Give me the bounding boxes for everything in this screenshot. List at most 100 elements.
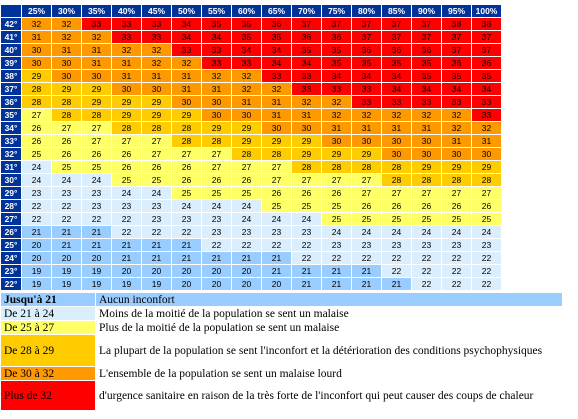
legend-row: De 25 à 27 Plus de la moitié de la popula…	[0, 320, 563, 335]
value-cell: 28	[381, 160, 412, 174]
legend-row: Plus de 32 d'urgence sanitaire en raison …	[0, 380, 563, 411]
value-cell: 31	[81, 43, 112, 57]
value-cell: 32	[471, 121, 502, 135]
row-header: 39°	[0, 56, 22, 70]
value-cell: 29	[411, 160, 442, 174]
value-cell: 33	[111, 30, 142, 44]
value-cell: 19	[141, 277, 172, 291]
column-header: 45%	[141, 4, 172, 18]
value-cell: 35	[291, 43, 322, 57]
table-row: 29° 23 23 23 24 24 25 25 25 26 26 26 27 27 27 27 27	[0, 186, 502, 200]
value-cell: 20	[141, 264, 172, 278]
legend-label: De 28 à 29	[0, 334, 96, 367]
value-cell: 29	[351, 147, 382, 161]
value-cell: 34	[261, 56, 292, 70]
table-row: 42° 32 32 33 33 33 34 35 35 36 37 37 37 37 37 38 38	[0, 17, 502, 31]
value-cell: 37	[441, 43, 472, 57]
value-cell: 35	[321, 56, 352, 70]
row-header: 25°	[0, 238, 22, 252]
value-cell: 31	[141, 69, 172, 83]
column-header: 85%	[381, 4, 412, 18]
value-cell: 36	[411, 43, 442, 57]
value-cell: 24	[51, 173, 82, 187]
value-cell: 27	[351, 186, 382, 200]
value-cell: 31	[261, 95, 292, 109]
value-cell: 31	[411, 121, 442, 135]
value-cell: 25	[411, 212, 442, 226]
table-row: 27° 22 22 22 22 23 23 23 24 24 24 25 25 25 25 25 25	[0, 212, 502, 226]
value-cell: 28	[141, 121, 172, 135]
value-cell: 24	[441, 225, 472, 239]
value-cell: 34	[441, 82, 472, 96]
value-cell: 31	[171, 82, 202, 96]
value-cell: 32	[111, 43, 142, 57]
value-cell: 19	[51, 264, 82, 278]
value-cell: 37	[351, 17, 382, 31]
value-cell: 26	[51, 147, 82, 161]
value-cell: 30	[291, 121, 322, 135]
value-cell: 22	[381, 264, 412, 278]
value-cell: 36	[471, 56, 502, 70]
value-cell: 24	[231, 199, 262, 213]
value-cell: 29	[231, 134, 262, 148]
value-cell: 37	[321, 17, 352, 31]
value-cell: 23	[171, 212, 202, 226]
table-row: 23° 19 19 19 20 20 20 20 20 21 21 21 21 22 22 22 22	[0, 264, 502, 278]
value-cell: 28	[201, 134, 232, 148]
value-cell: 23	[381, 238, 412, 252]
value-cell: 25	[351, 212, 382, 226]
value-cell: 34	[171, 17, 202, 31]
value-cell: 23	[291, 225, 322, 239]
value-cell: 21	[51, 238, 82, 252]
table-row: 32° 25 26 26 26 27 27 27 28 28 29 29 29 30 30 30 30	[0, 147, 502, 161]
row-header: 29°	[0, 186, 22, 200]
value-cell: 29	[441, 160, 472, 174]
value-cell: 31	[381, 121, 412, 135]
value-cell: 37	[471, 30, 502, 44]
legend-row: De 30 à 32 L'ensemble de la population se…	[0, 366, 563, 381]
value-cell: 27	[201, 160, 232, 174]
value-cell: 23	[351, 238, 382, 252]
value-cell: 29	[471, 160, 502, 174]
value-cell: 21	[351, 277, 382, 291]
value-cell: 32	[171, 56, 202, 70]
value-cell: 35	[231, 30, 262, 44]
value-cell: 24	[171, 199, 202, 213]
value-cell: 22	[471, 251, 502, 265]
value-cell: 28	[81, 108, 112, 122]
value-cell: 22	[51, 199, 82, 213]
value-cell: 19	[21, 264, 52, 278]
value-cell: 22	[291, 251, 322, 265]
value-cell: 31	[291, 108, 322, 122]
value-cell: 22	[21, 199, 52, 213]
table-row: 38° 29 30 30 31 31 31 32 32 33 33 34 34 34 35 35 35	[0, 69, 502, 83]
row-header: 24°	[0, 251, 22, 265]
value-cell: 28	[321, 160, 352, 174]
value-cell: 21	[261, 264, 292, 278]
value-cell: 21	[171, 238, 202, 252]
value-cell: 30	[21, 56, 52, 70]
value-cell: 26	[21, 134, 52, 148]
value-cell: 29	[141, 95, 172, 109]
header-row: 25% 30% 35% 40% 45% 50% 55% 60% 65% 70% 75% 80% 85% 9…	[0, 4, 502, 18]
value-cell: 21	[111, 251, 142, 265]
table-row: 26° 21 21 21 22 22 22 23 23 23 23 24 24 24 24 24 24	[0, 225, 502, 239]
value-cell: 33	[261, 69, 292, 83]
value-cell: 30	[381, 134, 412, 148]
row-header: 32°	[0, 147, 22, 161]
value-cell: 22	[81, 212, 112, 226]
value-cell: 25	[231, 186, 262, 200]
value-cell: 25	[471, 212, 502, 226]
table-row: 25° 20 21 21 21 21 21 22 22 22 22 23 23 23 23 23 23	[0, 238, 502, 252]
value-cell: 27	[261, 173, 292, 187]
value-cell: 27	[351, 173, 382, 187]
value-cell: 35	[411, 69, 442, 83]
value-cell: 36	[261, 17, 292, 31]
value-cell: 35	[231, 17, 262, 31]
value-cell: 29	[51, 82, 82, 96]
value-cell: 26	[21, 121, 52, 135]
value-cell: 24	[261, 212, 292, 226]
value-cell: 22	[381, 251, 412, 265]
value-cell: 30	[411, 134, 442, 148]
